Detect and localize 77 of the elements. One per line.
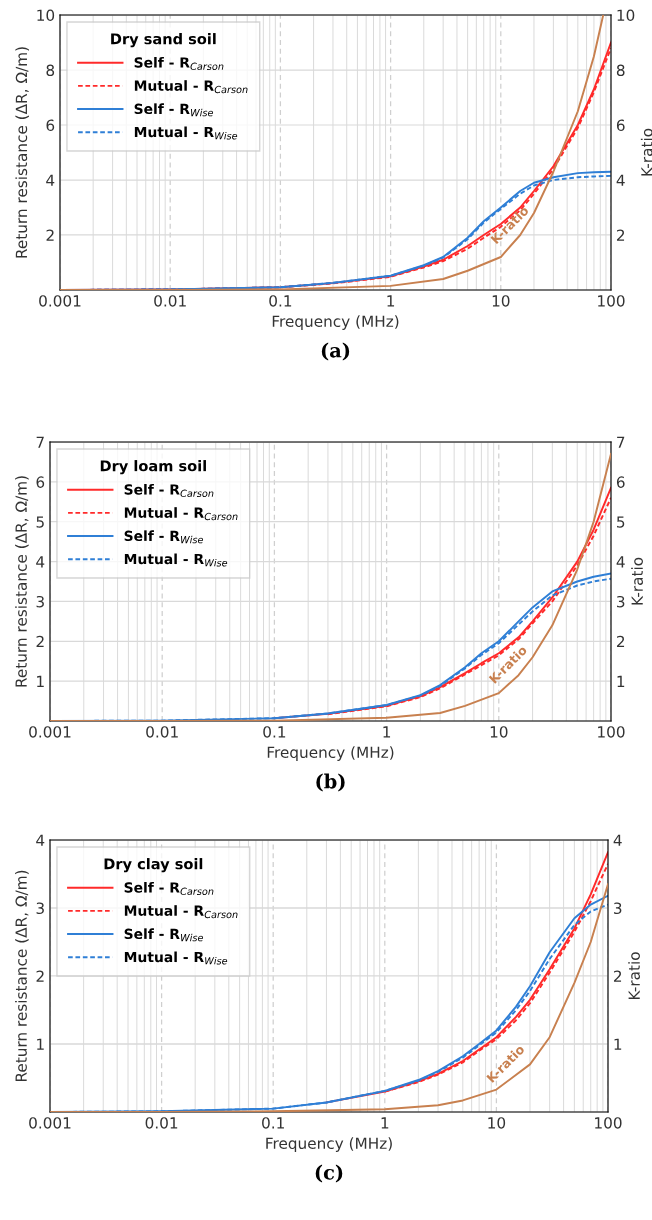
x-axis-title: Frequency (MHz) (267, 746, 394, 761)
x-axis-title: Frequency (MHz) (272, 315, 399, 330)
y-tick-label: 5 (36, 516, 44, 528)
x-tick-label: 0.001 (29, 1117, 71, 1129)
x-tick-label: 1 (387, 295, 395, 307)
y2-tick-label: 2 (616, 635, 625, 648)
legend-label: Mutual - R$_{Wise}$ (134, 126, 238, 140)
y2-tick-label: 4 (616, 174, 625, 186)
y-axis-title: Return resistance (ΔR, Ω/m) (15, 870, 29, 1082)
y2-tick-label: 1 (614, 1038, 622, 1050)
x-axis-title: Frequency (MHz) (266, 1137, 392, 1152)
x-tick-label: 1 (383, 726, 391, 738)
y2-tick-label: 8 (616, 64, 625, 77)
y-axis-title: Return resistance (ΔR, Ω/m) (15, 47, 29, 258)
text: (b) (316, 773, 345, 792)
legend-label: Mutual - R$_{Carson}$ (124, 507, 238, 521)
x-tick-label: 100 (598, 726, 625, 738)
legend-label: Self - R$_{Carson}$ (134, 57, 224, 70)
x-tick-label: 1 (381, 1117, 389, 1129)
legend-label: Self - R$_{Carson}$ (124, 484, 214, 497)
x-tick-label: 0.01 (146, 726, 178, 738)
x-tick-label: 0.01 (145, 1117, 178, 1129)
y2-tick-label: 5 (617, 516, 625, 528)
y-tick-label: 7 (36, 436, 44, 448)
x-tick-label: 10 (488, 1117, 506, 1129)
y-tick-label: 10 (37, 9, 55, 22)
y-tick-label: 4 (36, 556, 45, 568)
x-tick-label: 10 (492, 295, 510, 307)
y-axis-title: Return resistance (ΔR, Ω/m) (15, 476, 29, 687)
legend-title: Dry clay soil (104, 858, 203, 873)
legend-title: Dry loam soil (100, 460, 206, 475)
text: (c) (315, 1164, 343, 1183)
y2-tick-label: 4 (613, 834, 622, 846)
y2-tick-label: 3 (617, 595, 625, 608)
y2-tick-label: 6 (616, 476, 625, 488)
x-tick-label: 0.1 (263, 726, 286, 738)
y-tick-label: 4 (36, 834, 45, 846)
y-tick-label: 2 (36, 970, 44, 982)
y-tick-label: 4 (46, 174, 55, 186)
x-tick-label: 0.1 (269, 295, 292, 307)
y2-tick-label: 7 (617, 436, 625, 448)
y-tick-label: 3 (36, 902, 44, 915)
x-tick-label: 0.001 (39, 295, 81, 307)
y2-tick-label: 2 (613, 970, 622, 982)
y-tick-label: 3 (36, 595, 44, 608)
y-tick-label: 1 (37, 675, 44, 687)
text: (a) (321, 342, 350, 361)
y2-tick-label: 10 (617, 9, 635, 22)
y2-tick-label: 3 (614, 902, 622, 915)
x-tick-label: 0.1 (262, 1117, 284, 1129)
y2-tick-label: 6 (616, 119, 625, 132)
legend-label: Mutual - R$_{Wise}$ (124, 553, 228, 567)
y2-axis-title: K-ratio (628, 952, 640, 1000)
legend-label: Self - R$_{Wise}$ (134, 103, 214, 117)
x-tick-label: 100 (595, 1117, 622, 1129)
y2-axis-title: K-ratio (640, 128, 652, 176)
legend-label: Self - R$_{Wise}$ (124, 530, 204, 544)
legend-label: Mutual - R$_{Wise}$ (124, 951, 228, 965)
legend-title: Dry sand soil (111, 33, 216, 48)
x-tick-label: 10 (490, 726, 508, 738)
y-tick-label: 8 (46, 64, 55, 77)
y-tick-label: 2 (36, 635, 44, 648)
legend-label: Mutual - R$_{Carson}$ (134, 80, 248, 94)
y-tick-label: 6 (36, 476, 45, 488)
y2-tick-label: 4 (616, 556, 625, 568)
y-tick-label: 2 (46, 229, 54, 241)
y2-axis-title: K-ratio (631, 557, 643, 605)
legend-label: Mutual - R$_{Carson}$ (124, 905, 238, 919)
x-tick-label: 0.001 (29, 726, 71, 738)
legend-label: Self - R$_{Wise}$ (124, 928, 204, 942)
legend-label: Self - R$_{Carson}$ (124, 882, 214, 895)
y-tick-label: 1 (37, 1038, 44, 1050)
y2-tick-label: 1 (617, 675, 625, 687)
x-tick-label: 100 (598, 295, 625, 307)
y2-tick-label: 2 (616, 229, 625, 241)
y-tick-label: 6 (46, 119, 55, 132)
x-tick-label: 0.01 (154, 295, 186, 307)
